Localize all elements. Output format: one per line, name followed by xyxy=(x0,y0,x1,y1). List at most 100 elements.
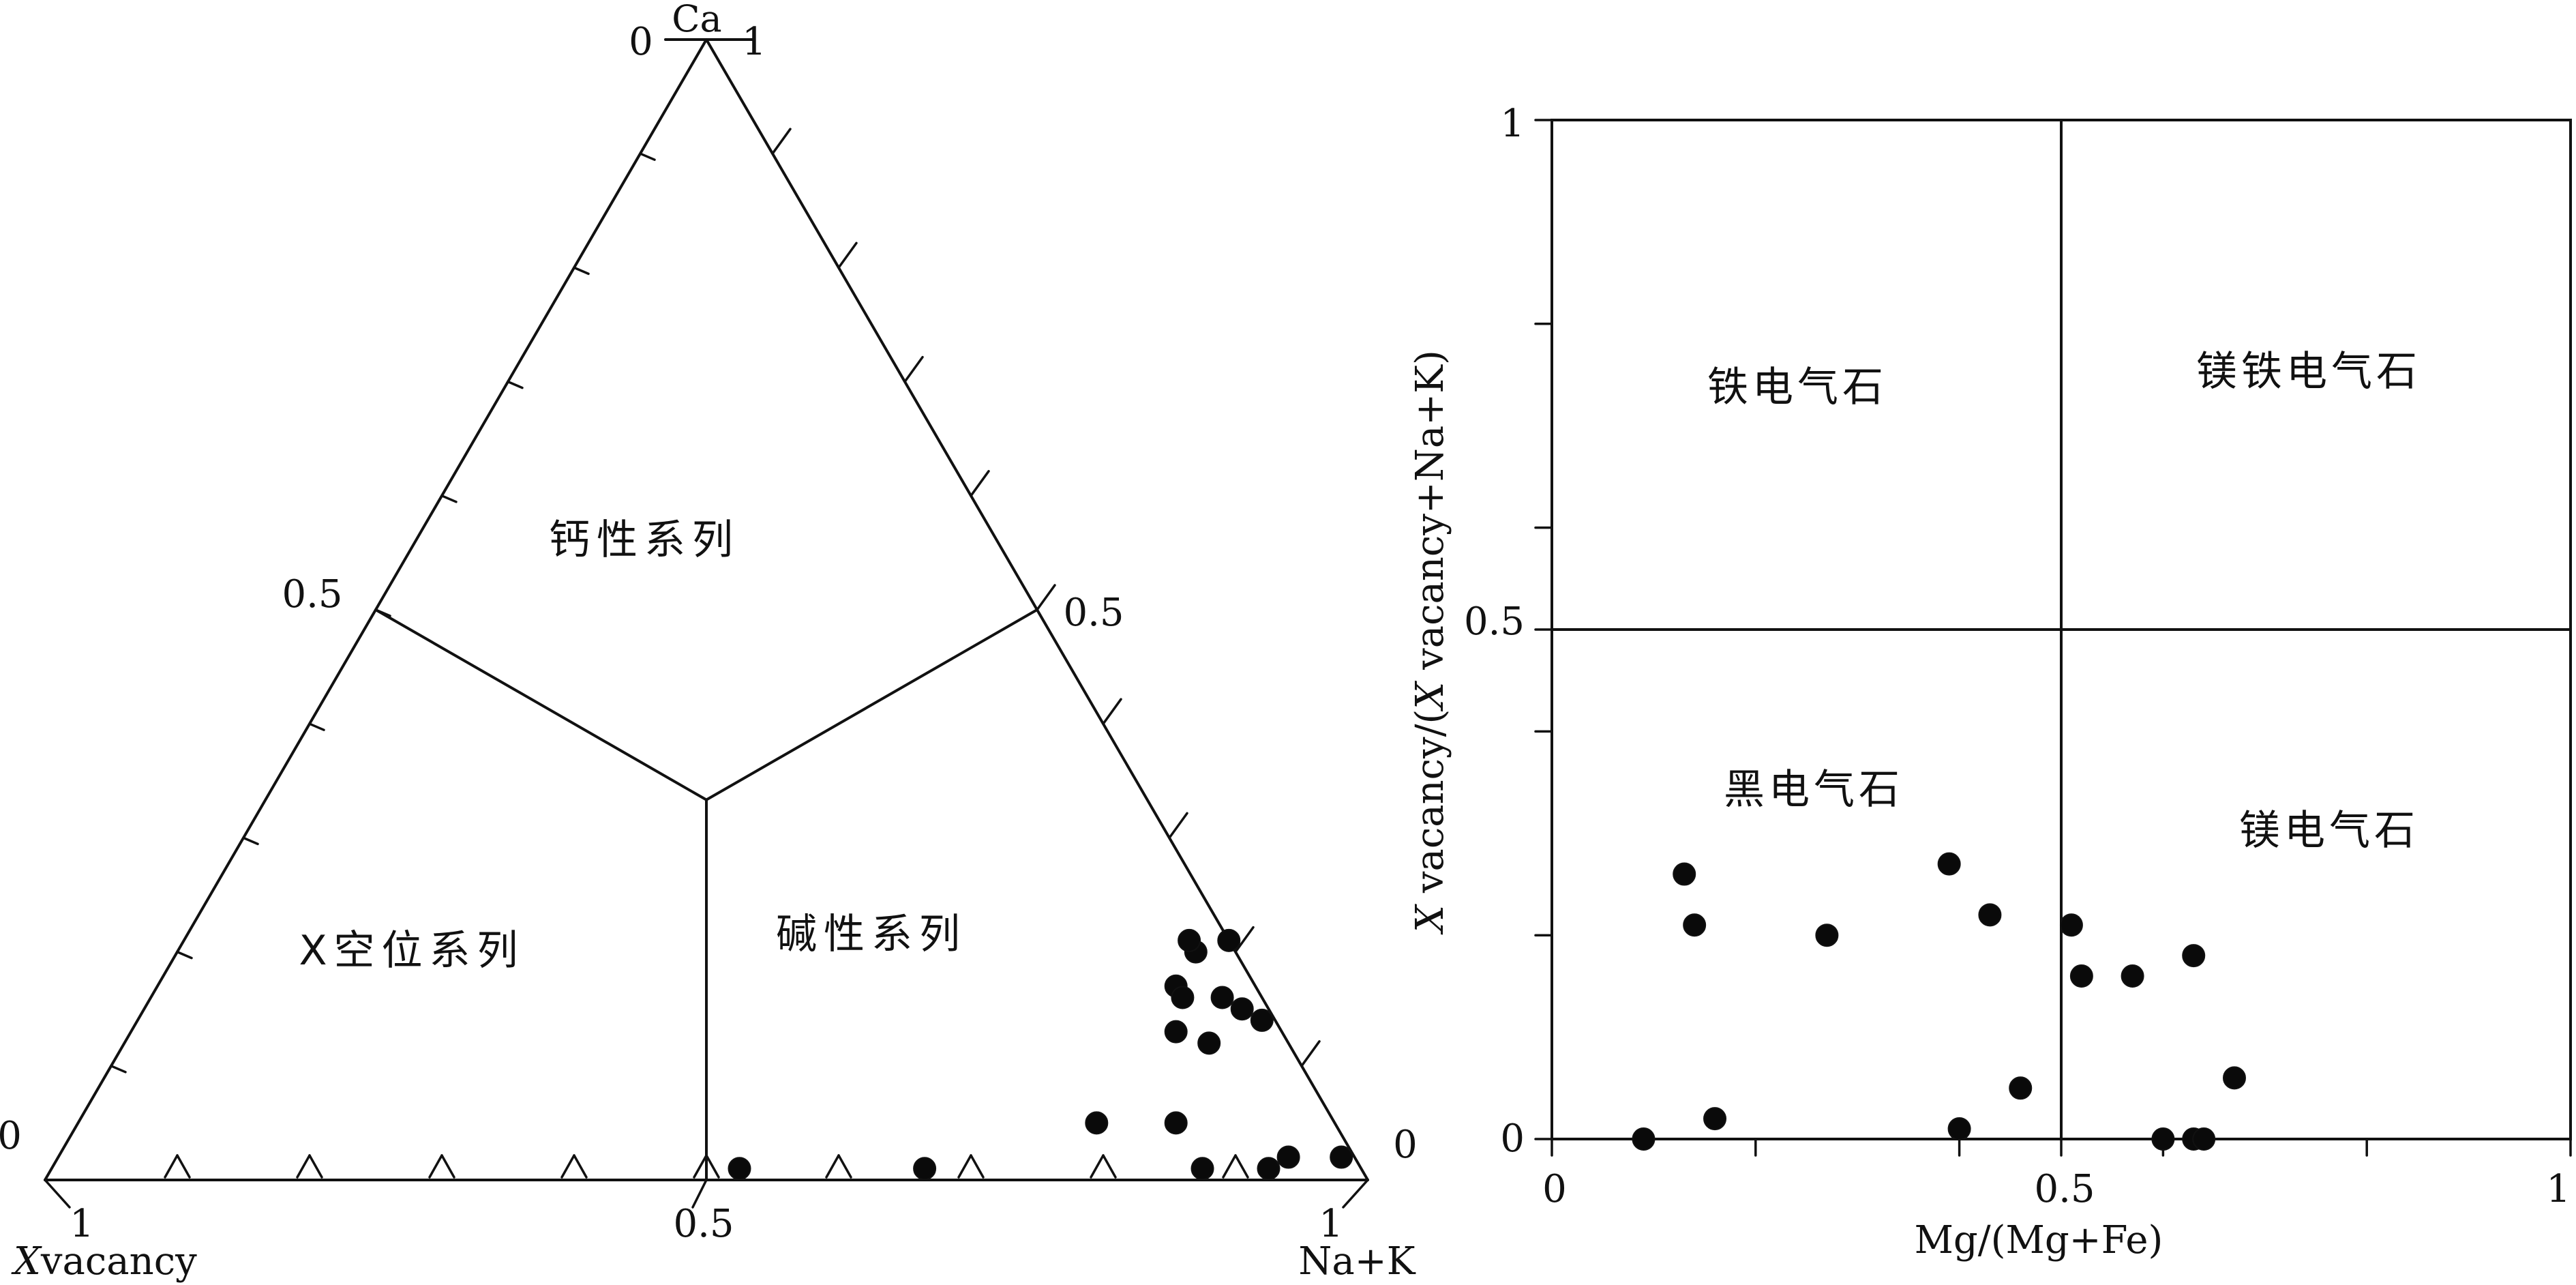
ternary-tick-left-b-6 xyxy=(433,494,443,509)
ternary-tick-left-b-3 xyxy=(235,836,245,852)
ternary-field-boundaries xyxy=(374,608,1038,1181)
ternary-corner-tick-right xyxy=(1342,1179,1369,1209)
field-label-alkali: 碱性系列 xyxy=(776,911,967,958)
ternary-ticks xyxy=(44,128,1369,1209)
ternary-point-0 xyxy=(1217,928,1241,952)
ternary-point-6 xyxy=(1171,986,1195,1009)
scatter-point-6 xyxy=(1947,1117,1971,1141)
ternary-tick-bottom-a-9 xyxy=(1222,1154,1237,1179)
ternary-tick-bottom-one-left: 1 xyxy=(70,1202,94,1246)
ternary-tick-bottom-a-1 xyxy=(164,1154,179,1179)
ternary-tick-left-7 xyxy=(507,380,524,389)
ternary-tick-left-8 xyxy=(573,266,590,276)
scatter-point-8 xyxy=(2009,1076,2033,1100)
ternary-tick-right-3 xyxy=(1168,812,1188,840)
ternary-tick-right-1 xyxy=(1300,1040,1321,1067)
y-tick-label-1: 1 xyxy=(1500,102,1525,146)
scatter-point-1 xyxy=(1673,862,1696,886)
ternary-point-11 xyxy=(1164,1111,1188,1135)
scatter-point-7 xyxy=(1978,903,2002,927)
ternary-point-8 xyxy=(1250,1008,1274,1032)
ternary-tick-right-zero: 0 xyxy=(1393,1123,1418,1167)
scatter-point-5 xyxy=(1937,852,1961,876)
scatter-point-3 xyxy=(1703,1107,1727,1131)
ternary-point-14 xyxy=(1190,1157,1214,1181)
y-axis-label: X vacancy/(X vacancy+Na+K) xyxy=(1408,350,1452,935)
scatter-point-14 xyxy=(2192,1127,2216,1151)
field-label-vacancy: X空位系列 xyxy=(299,927,524,975)
ternary-tick-left-b-1 xyxy=(102,1065,113,1080)
ternary-point-12 xyxy=(728,1157,751,1181)
ternary-tick-left-zero: 0 xyxy=(0,1114,22,1158)
ternary-tick-bottom-a-5 xyxy=(693,1154,708,1179)
ternary-tick-left-b-7 xyxy=(499,380,509,396)
ternary-tick-bottom-a-3 xyxy=(428,1154,443,1179)
scatter-point-11 xyxy=(2121,964,2144,988)
ternary-tick-bottom-half: 0.5 xyxy=(673,1202,734,1246)
ternary-tick-right-8 xyxy=(837,241,858,269)
ternary-tick-bottom-b-7 xyxy=(970,1154,985,1179)
ternary-tick-right-2 xyxy=(1234,926,1255,954)
ternary-tick-top-one: 1 xyxy=(742,20,766,64)
ternary-tick-left-6 xyxy=(440,494,458,503)
ternary-tick-right-4 xyxy=(1102,698,1122,725)
scatter-point-10 xyxy=(2069,964,2093,988)
boundary-calcic-alkali xyxy=(705,608,1038,801)
ternary-tick-bottom-a-8 xyxy=(1090,1154,1105,1179)
scatter-axis-ticks xyxy=(1534,119,2572,1157)
ternary-tick-left-b-4 xyxy=(301,722,311,738)
ternary-tick-left-b-9 xyxy=(631,152,642,168)
ternary-tick-bottom-a-4 xyxy=(560,1154,575,1179)
scatter-points xyxy=(1632,852,2246,1151)
ternary-tick-bottom-a-6 xyxy=(825,1154,840,1179)
ternary-tick-bottom-b-9 xyxy=(1234,1154,1249,1179)
ternary-vertex-label-nak: Na+K xyxy=(1298,1239,1416,1284)
ternary-tick-bottom-b-6 xyxy=(837,1154,852,1179)
x-tick-label-0: 0 xyxy=(1542,1167,1567,1211)
ternary-tick-top-zero: 0 xyxy=(629,20,653,64)
ternary-vertex-label-ca: Ca xyxy=(672,0,722,40)
y-tick-label-0-5: 0.5 xyxy=(1464,600,1525,644)
scatter-plot-frame xyxy=(1551,119,2572,1140)
ternary-tick-right-9 xyxy=(771,128,792,155)
ternary-point-13 xyxy=(913,1157,937,1181)
ternary-tick-bottom-b-8 xyxy=(1102,1154,1117,1179)
scatter-point-12 xyxy=(2151,1127,2175,1151)
ternary-corner-tick-mid xyxy=(691,1179,708,1209)
ternary-tick-left-b-8 xyxy=(565,266,575,282)
ternary-tick-left-3 xyxy=(242,836,259,846)
ternary-tick-right-7 xyxy=(903,355,924,383)
field-label-calcic: 钙性系列 xyxy=(549,516,740,564)
ternary-point-10 xyxy=(1085,1111,1109,1135)
ternary-tick-left-9 xyxy=(639,152,656,161)
ternary-point-5 xyxy=(1230,997,1254,1021)
ternary-chart: Ca 0 1 0.5 0.5 0 0 1 0.5 1 Xvacancy Na+K… xyxy=(0,0,1418,1284)
ternary-point-15 xyxy=(1257,1157,1280,1181)
ternary-tick-bottom-a-2 xyxy=(296,1154,311,1179)
ternary-point-17 xyxy=(1330,1145,1353,1169)
scatter-point-9 xyxy=(2059,913,2083,937)
scatter-point-16 xyxy=(2222,1066,2246,1090)
x-tick-label-0-5: 0.5 xyxy=(2034,1167,2095,1211)
boundary-calcic-vacancy xyxy=(374,608,708,801)
classification-scatter-chart: 1 0.5 0 0 0.5 1 Mg/(Mg+Fe) X vacancy/(X … xyxy=(1408,102,2572,1262)
ternary-tick-left-half: 0.5 xyxy=(282,572,342,617)
ternary-tick-bottom-a-7 xyxy=(957,1154,972,1179)
scatter-point-0 xyxy=(1632,1127,1656,1151)
ternary-tick-left-b-2 xyxy=(168,950,179,966)
ternary-corner-tick-left xyxy=(44,1179,71,1209)
ternary-tick-left-2 xyxy=(176,950,193,960)
quadrant-label-top-right: 镁铁电气石 xyxy=(2196,348,2421,396)
ternary-tick-right-half: 0.5 xyxy=(1063,591,1124,635)
ternary-point-2 xyxy=(1210,986,1234,1009)
ternary-tick-bottom-b-2 xyxy=(308,1154,323,1179)
ternary-tick-bottom-one-right: 1 xyxy=(1319,1202,1343,1246)
x-tick-label-1: 1 xyxy=(2546,1167,2571,1211)
ternary-point-3 xyxy=(1178,928,1201,952)
ternary-point-9 xyxy=(1164,1020,1188,1044)
ternary-tick-right-5 xyxy=(1036,584,1056,611)
ternary-tick-left-4 xyxy=(308,722,325,731)
ternary-tick-bottom-b-3 xyxy=(440,1154,455,1179)
ternary-tick-bottom-b-1 xyxy=(176,1154,191,1179)
